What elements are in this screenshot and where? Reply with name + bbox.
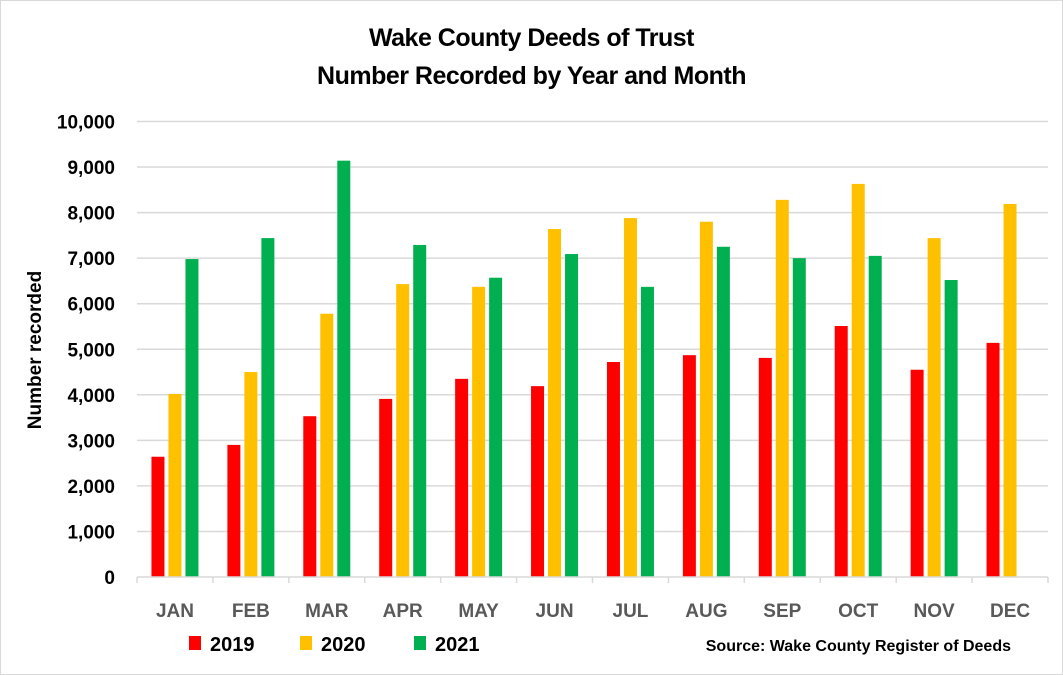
bar-2019-aug — [682, 355, 696, 577]
gridlines — [137, 120, 1048, 533]
legend: 2019 2020 2021 — [189, 634, 480, 656]
bar-2019-dec — [986, 342, 1000, 577]
x-tick-label: AUG — [685, 601, 727, 622]
legend-label: 2020 — [321, 634, 366, 656]
x-tick-label: SEP — [763, 601, 801, 622]
y-tick-label: 8,000 — [67, 204, 115, 225]
x-tick-label: APR — [383, 601, 423, 622]
x-tick-label: JUL — [613, 601, 649, 622]
bar-2021-aug — [716, 246, 730, 577]
bar-2019-sep — [758, 357, 772, 577]
legend-swatch — [300, 636, 312, 650]
legend-label: 2019 — [210, 634, 255, 656]
bar-2021-sep — [792, 258, 806, 577]
bar-2020-dec — [1003, 203, 1017, 577]
y-axis-ticks: 0 1,000 2,000 3,000 4,000 5,000 6,000 7,000 8,00… — [57, 113, 115, 590]
y-tick-label: 5,000 — [67, 340, 115, 361]
bar-2020-apr — [396, 284, 410, 577]
y-tick-label: 0 — [104, 568, 115, 589]
bar-2021-jan — [185, 259, 199, 577]
bar-2020-aug — [699, 221, 713, 577]
x-tick-label: JAN — [156, 601, 194, 622]
chart-title: Wake County Deeds of Trust — [368, 24, 695, 52]
y-tick-label: 3,000 — [67, 431, 115, 452]
bar-2019-nov — [910, 369, 924, 577]
bar-2019-jan — [151, 456, 165, 577]
bar-2020-mar — [320, 313, 334, 577]
legend-swatch — [189, 636, 201, 650]
bar-2021-may — [489, 277, 503, 577]
x-tick-label: MAR — [305, 601, 349, 622]
legend-item-2020: 2020 — [300, 634, 366, 656]
bars — [151, 160, 1017, 578]
bar-2021-apr — [413, 244, 427, 578]
y-tick-label: 6,000 — [67, 295, 115, 316]
y-tick-label: 7,000 — [67, 249, 115, 270]
x-tick-label: NOV — [914, 601, 956, 622]
x-tick-label: OCT — [838, 601, 879, 622]
y-tick-label: 4,000 — [67, 386, 115, 407]
bar-2021-oct — [868, 255, 882, 577]
bar-2020-oct — [851, 183, 865, 577]
y-tick-label: 1,000 — [67, 522, 115, 543]
bar-2020-jun — [548, 228, 562, 578]
bar-2019-mar — [303, 416, 317, 577]
bar-2019-may — [455, 378, 469, 577]
legend-item-2019: 2019 — [189, 634, 255, 656]
x-tick-label: DEC — [990, 601, 1030, 622]
chart-subtitle: Number Recorded by Year and Month — [317, 62, 746, 90]
y-tick-label: 9,000 — [67, 158, 115, 179]
y-axis-label: Number recorded — [25, 271, 46, 429]
legend-item-2021: 2021 — [414, 634, 480, 656]
x-tick-label: JUN — [536, 601, 574, 622]
x-tick-label: FEB — [232, 601, 270, 622]
bar-2019-oct — [834, 326, 848, 577]
x-axis-ticks: JAN FEB MAR APR MAY JUN JUL AUG SEP OCT NOV DEC — [156, 601, 1030, 622]
legend-swatch — [414, 636, 426, 650]
y-tick-label: 10,000 — [57, 113, 115, 134]
legend-label: 2021 — [435, 634, 480, 656]
y-tick-label: 2,000 — [67, 477, 115, 498]
x-tick-label: MAY — [458, 601, 499, 622]
bar-2021-nov — [944, 280, 958, 577]
bar-2020-feb — [244, 372, 258, 577]
bar-2019-feb — [227, 444, 241, 577]
bar-2021-jul — [640, 286, 654, 577]
bar-2020-may — [472, 286, 486, 577]
bar-2020-jan — [168, 393, 182, 577]
bar-2021-feb — [261, 238, 275, 577]
source-annotation: Source: Wake County Register of Deeds — [705, 638, 1011, 655]
bar-2020-nov — [927, 238, 941, 577]
bar-2021-mar — [337, 160, 351, 577]
bar-2020-jul — [623, 218, 637, 578]
bar-2019-jun — [531, 386, 545, 577]
bar-2020-sep — [775, 199, 789, 577]
bar-2021-jun — [565, 254, 579, 577]
bar-2019-jul — [606, 362, 620, 577]
bar-2019-apr — [379, 398, 393, 577]
x-axis — [136, 576, 1049, 583]
